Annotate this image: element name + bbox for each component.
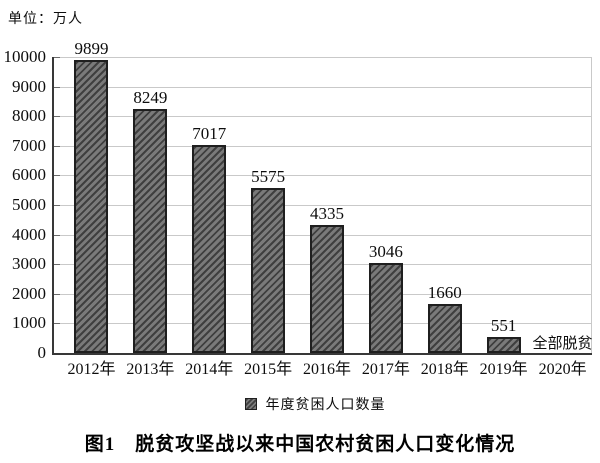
x-tick-label: 2017年	[361, 361, 410, 378]
y-tick-label: 7000	[12, 135, 46, 155]
bar	[486, 337, 521, 353]
gridline	[52, 205, 592, 206]
y-tick-mark	[54, 175, 60, 177]
bar	[427, 304, 462, 353]
y-tick-mark	[54, 57, 60, 58]
y-tick-label: 2000	[12, 283, 46, 303]
bar-value-label: 9899	[74, 39, 109, 58]
bar-value-label: 551	[490, 316, 517, 335]
y-tick-label: 8000	[12, 106, 46, 126]
x-axis-labels: 2012年 2013年 2014年 2015年 2016年 2017年 2018年 2019年…	[62, 361, 592, 381]
x-tick-label: 2020年	[538, 361, 587, 378]
x-tick-label: 2013年	[126, 361, 175, 378]
x-tick-label: 2014年	[185, 361, 234, 378]
bar-slot: 551	[474, 57, 533, 353]
legend-label: 年度贫困人口数量	[265, 398, 386, 413]
y-tick-label: 3000	[12, 254, 46, 274]
y-tick-label: 6000	[12, 165, 46, 185]
y-tick-mark	[54, 86, 60, 88]
y-tick-mark	[54, 234, 60, 236]
poverty-eliminated-annotation: 全部脱贫	[532, 336, 593, 352]
bar-value-label: 7017	[192, 124, 227, 143]
y-tick-mark	[54, 145, 60, 147]
bar-slot: 7017	[180, 57, 239, 353]
x-tick-label: 2016年	[303, 361, 352, 378]
bar	[192, 145, 227, 353]
y-tick-mark	[54, 264, 60, 266]
y-tick-mark	[54, 205, 60, 206]
x-tick-label: 2015年	[244, 361, 293, 378]
bar-slot: 全部脱贫	[532, 57, 593, 353]
y-axis-line	[52, 57, 54, 355]
bar-slot: 8249	[121, 57, 180, 353]
x-axis-line	[52, 353, 592, 355]
y-tick-mark	[54, 323, 60, 325]
chart-caption: 图1 脱贫攻坚战以来中国农村贫困人口变化情况	[84, 434, 516, 455]
y-tick-mark	[54, 293, 60, 295]
plot-area: 9899 8249 7017 5575 4335 3046 1660 551 全部脱贫	[52, 40, 593, 355]
bar-value-label: 3046	[368, 242, 403, 261]
x-tick-label: 2012年	[67, 361, 116, 378]
bar-value-label: 4335	[310, 204, 344, 223]
legend: 年度贫困人口数量	[52, 395, 578, 413]
gridline	[52, 145, 592, 147]
unit-label: 单位：万人	[8, 12, 83, 27]
bar-slot: 9899	[62, 40, 121, 353]
bars-row: 9899 8249 7017 5575 4335 3046 1660 551 全部脱贫	[62, 40, 593, 353]
y-tick-label: 4000	[12, 224, 46, 244]
bar-slot: 5575	[239, 57, 298, 353]
x-tick-label: 2018年	[420, 361, 469, 378]
bar-value-label: 8249	[133, 88, 168, 107]
bar	[251, 188, 286, 353]
bar-slot: 3046	[356, 57, 415, 353]
bar-value-label: 5575	[251, 167, 286, 186]
y-tick-mark	[54, 116, 60, 118]
y-tick-label: 5000	[12, 195, 46, 214]
y-tick-label: 0	[37, 343, 47, 362]
bar	[74, 60, 109, 353]
y-tick-label: 10000	[3, 47, 47, 66]
legend-swatch-icon	[244, 398, 257, 410]
gridline	[52, 116, 592, 118]
bar-slot: 4335	[298, 57, 357, 353]
gridline	[52, 175, 592, 177]
bar	[310, 225, 344, 353]
plot-right-border	[591, 57, 592, 353]
bar-value-label: 1660	[427, 283, 462, 302]
bar	[368, 263, 403, 353]
gridline	[52, 86, 592, 88]
y-tick-label: 1000	[12, 313, 46, 333]
bar	[133, 109, 168, 353]
y-tick-label: 9000	[12, 76, 46, 96]
bar-slot: 1660	[415, 57, 474, 353]
x-tick-label: 2019年	[479, 361, 528, 378]
gridline	[52, 57, 592, 58]
